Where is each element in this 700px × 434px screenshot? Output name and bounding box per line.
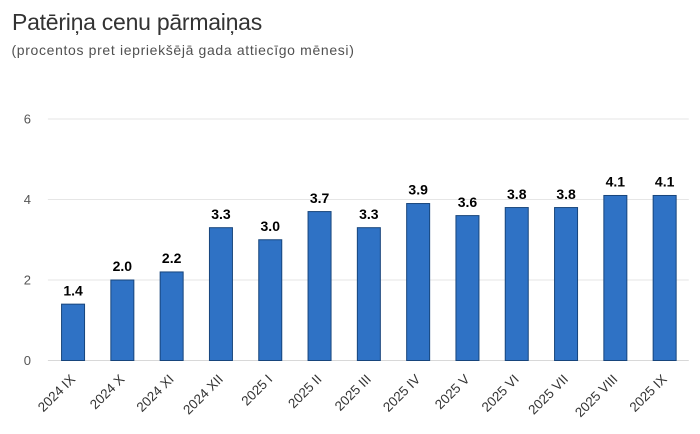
svg-text:3.7: 3.7: [310, 190, 330, 206]
svg-text:2.0: 2.0: [113, 258, 133, 274]
svg-text:6: 6: [24, 112, 31, 127]
svg-text:3.8: 3.8: [556, 186, 576, 202]
svg-text:4.1: 4.1: [655, 174, 675, 190]
svg-text:4: 4: [24, 192, 31, 207]
svg-text:0: 0: [24, 353, 31, 368]
svg-text:2: 2: [24, 273, 31, 288]
svg-text:3.3: 3.3: [359, 206, 379, 222]
svg-text:1.4: 1.4: [63, 282, 83, 298]
svg-text:2.2: 2.2: [162, 250, 182, 266]
svg-text:4.1: 4.1: [606, 174, 626, 190]
svg-text:3.9: 3.9: [408, 182, 428, 198]
svg-text:3.0: 3.0: [261, 218, 281, 234]
svg-text:3.3: 3.3: [211, 206, 231, 222]
svg-text:3.8: 3.8: [507, 186, 527, 202]
svg-text:3.6: 3.6: [458, 194, 478, 210]
